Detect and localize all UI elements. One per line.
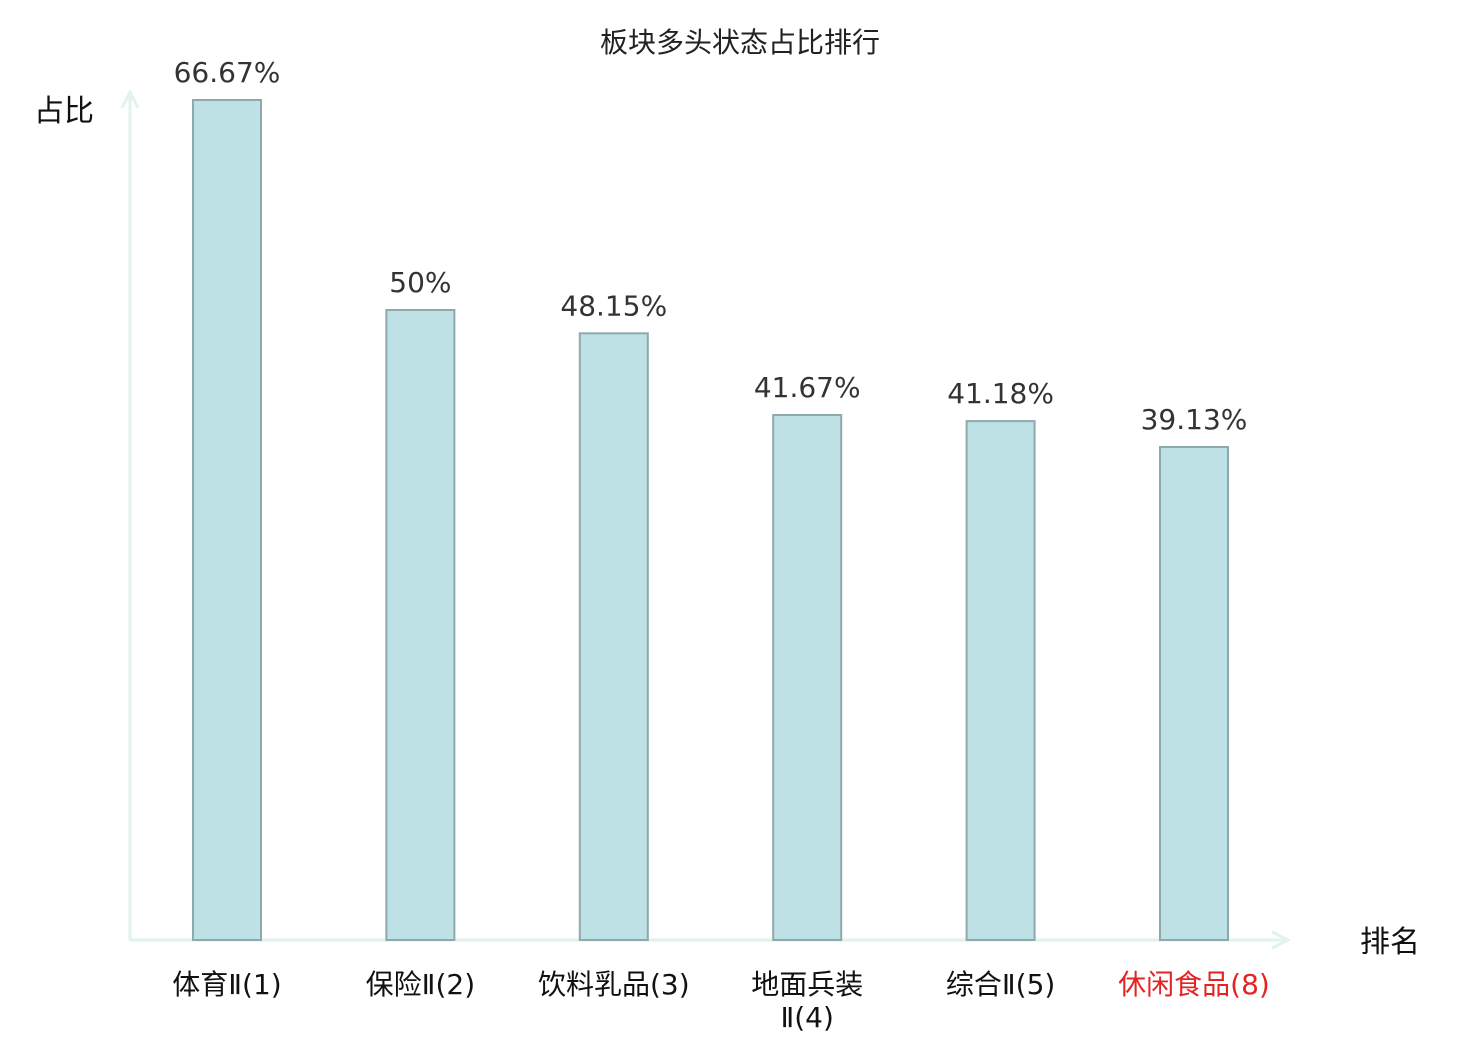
value-label-1: 66.67%	[174, 56, 281, 89]
category-label-4-line-2: Ⅱ(4)	[780, 1001, 833, 1034]
bars-group: 66.67% 体育Ⅱ(1) 50% 保险Ⅱ(2) 48.15% 饮料乳品(3) 41.67%…	[172, 56, 1270, 1034]
bar-4	[772, 414, 843, 941]
value-label-3: 48.15%	[560, 289, 667, 322]
category-label-5: 综合Ⅱ(5)	[946, 968, 1055, 1001]
category-label-6: 休闲食品(8)	[1118, 968, 1270, 1001]
value-label-4: 41.67%	[754, 371, 861, 404]
x-axis-label: 排名	[1360, 925, 1420, 960]
bar-6	[1159, 446, 1229, 941]
value-label-2: 50%	[389, 266, 451, 299]
bar-5	[965, 420, 1036, 942]
category-label-2: 保险Ⅱ(2)	[366, 968, 475, 1001]
bar-1	[192, 99, 262, 941]
value-label-6: 39.13%	[1141, 403, 1248, 436]
bar-3	[578, 332, 649, 941]
value-label-5: 41.18%	[947, 377, 1054, 410]
category-label-4-line-1: 地面兵装	[751, 968, 863, 1001]
chart-title: 板块多头状态占比排行	[600, 26, 880, 59]
bar-2	[385, 309, 456, 941]
category-label-3: 饮料乳品(3)	[538, 968, 690, 1001]
category-label-1: 体育Ⅱ(1)	[172, 968, 281, 1001]
y-axis-label: 占比	[34, 94, 94, 129]
